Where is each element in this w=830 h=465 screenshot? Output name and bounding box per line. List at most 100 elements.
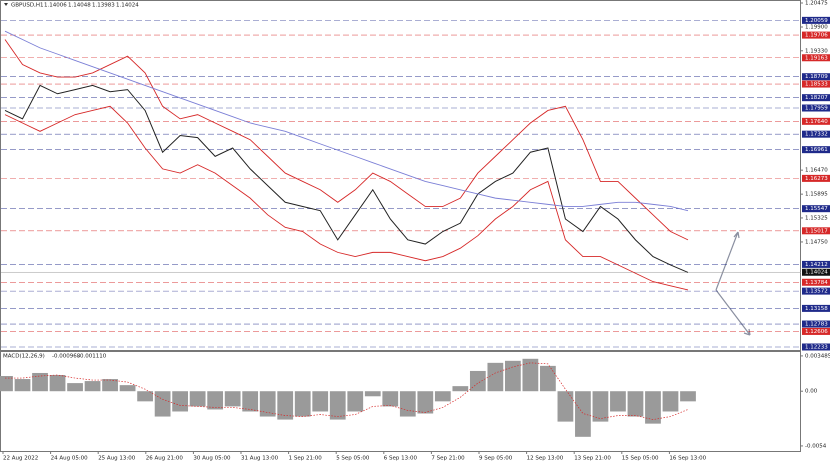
y-tick-label: 0.003485 <box>805 353 830 359</box>
macd-bar <box>84 381 101 392</box>
x-tick-label: 30 Aug 05:00 <box>193 456 231 462</box>
bollinger-band <box>4 39 689 241</box>
level-label: 1.20059 <box>805 18 828 24</box>
projection-arrow-up <box>715 231 740 291</box>
level-tag <box>802 80 830 88</box>
x-tick-label: 6 Sep 13:00 <box>384 456 418 462</box>
macd-bar <box>137 391 153 402</box>
level-label: 1.18207 <box>805 95 828 101</box>
price-line <box>4 84 689 273</box>
macd-bar <box>662 391 679 412</box>
y-tick-label: 0.00 <box>805 389 818 395</box>
level-label: 1.13572 <box>805 289 828 295</box>
level-tag <box>802 130 830 138</box>
level-label: 1.13784 <box>805 280 828 286</box>
macd-bar <box>417 391 434 414</box>
macd-bar <box>364 391 381 397</box>
price-panel <box>0 0 801 351</box>
macd-bar <box>119 385 136 392</box>
level-tag <box>802 278 830 286</box>
y-tick-label: -0.0054 <box>805 443 827 449</box>
bollinger-band <box>4 105 689 291</box>
macd-reading: -0.001110 <box>78 354 107 360</box>
macd-bar <box>610 391 626 412</box>
level-tag <box>802 343 830 351</box>
macd-bar <box>67 383 83 392</box>
signal-line <box>5 362 689 420</box>
level-label: 1.15017 <box>805 228 828 234</box>
level-tag <box>802 260 830 268</box>
y-tick-label: 1.19900 <box>805 24 828 30</box>
x-tick-label: 26 Aug 21:00 <box>146 456 184 462</box>
level-label: 1.19163 <box>805 55 828 61</box>
level-tag <box>802 73 830 81</box>
x-tick-label: 9 Sep 05:00 <box>479 456 513 462</box>
level-label: 1.15547 <box>805 206 828 212</box>
level-label: 1.12783 <box>805 322 828 328</box>
y-tick-label: 1.14750 <box>805 239 828 245</box>
level-label: 1.12606 <box>805 329 828 335</box>
macd-bar <box>172 391 189 412</box>
menu-icon[interactable] <box>4 3 8 6</box>
x-tick-label: 1 Sep 21:00 <box>289 456 323 462</box>
macd-bar <box>592 391 609 422</box>
x-tick-label: 31 Aug 13:00 <box>241 456 279 462</box>
y-tick-label: 1.15895 <box>805 192 828 198</box>
level-tag <box>802 174 830 182</box>
ohlc-value: 1.14048 <box>68 3 91 9</box>
level-label: 1.14212 <box>805 262 828 268</box>
macd-bar <box>627 391 644 417</box>
level-tag <box>802 146 830 154</box>
x-tick-label: 7 Sep 21:00 <box>431 456 465 462</box>
projection-arrow-down <box>715 289 751 336</box>
y-tick-label: 1.20475 <box>805 1 828 7</box>
chart-title: GBPUSD,H1 <box>11 3 44 9</box>
macd-bar <box>49 375 66 392</box>
level-label: 1.17959 <box>805 106 828 112</box>
macd-bar <box>207 391 224 410</box>
macd-panel <box>0 351 801 452</box>
level-tag <box>802 16 830 24</box>
level-tag <box>802 117 830 125</box>
macd-bar <box>434 391 451 402</box>
level-tag <box>802 94 830 102</box>
macd-reading: -0.000968 <box>52 354 81 360</box>
macd-bar <box>487 362 504 392</box>
ohlc-value: 1.14006 <box>44 3 67 9</box>
ohlc-value: 1.14024 <box>116 3 139 9</box>
level-label: 1.16961 <box>805 147 828 153</box>
macd-bar <box>347 391 364 412</box>
level-tag <box>802 227 830 235</box>
level-label: 1.12233 <box>805 345 828 351</box>
macd-bar <box>32 372 48 392</box>
macd-bar <box>154 391 171 417</box>
x-tick-label: 22 Aug 2022 <box>3 456 38 462</box>
macd-bar <box>452 386 469 392</box>
macd-bar <box>399 391 416 417</box>
level-label: 1.17332 <box>805 132 828 138</box>
level-tag <box>802 287 830 295</box>
macd-bar <box>0 376 13 392</box>
level-tag <box>802 327 830 335</box>
macd-bar <box>575 391 591 437</box>
y-tick-label: 1.19330 <box>805 48 828 54</box>
macd-bar <box>382 391 399 407</box>
level-tag <box>802 320 830 328</box>
macd-bar <box>522 358 539 392</box>
x-tick-label: 25 Aug 13:00 <box>98 456 136 462</box>
macd-bar <box>14 379 31 392</box>
level-label: 1.18533 <box>805 82 828 88</box>
x-tick-label: 12 Sep 13:00 <box>527 456 564 462</box>
macd-bar <box>645 391 661 424</box>
macd-bar <box>540 365 556 392</box>
y-tick-label: 1.16470 <box>805 168 828 174</box>
level-label: 1.13158 <box>805 306 828 312</box>
level-label: 1.16273 <box>805 176 828 182</box>
level-tag <box>802 31 830 39</box>
macd-bar <box>224 391 241 407</box>
macd-bar <box>469 370 486 392</box>
macd-bar <box>680 391 696 402</box>
macd-bar <box>557 391 574 422</box>
